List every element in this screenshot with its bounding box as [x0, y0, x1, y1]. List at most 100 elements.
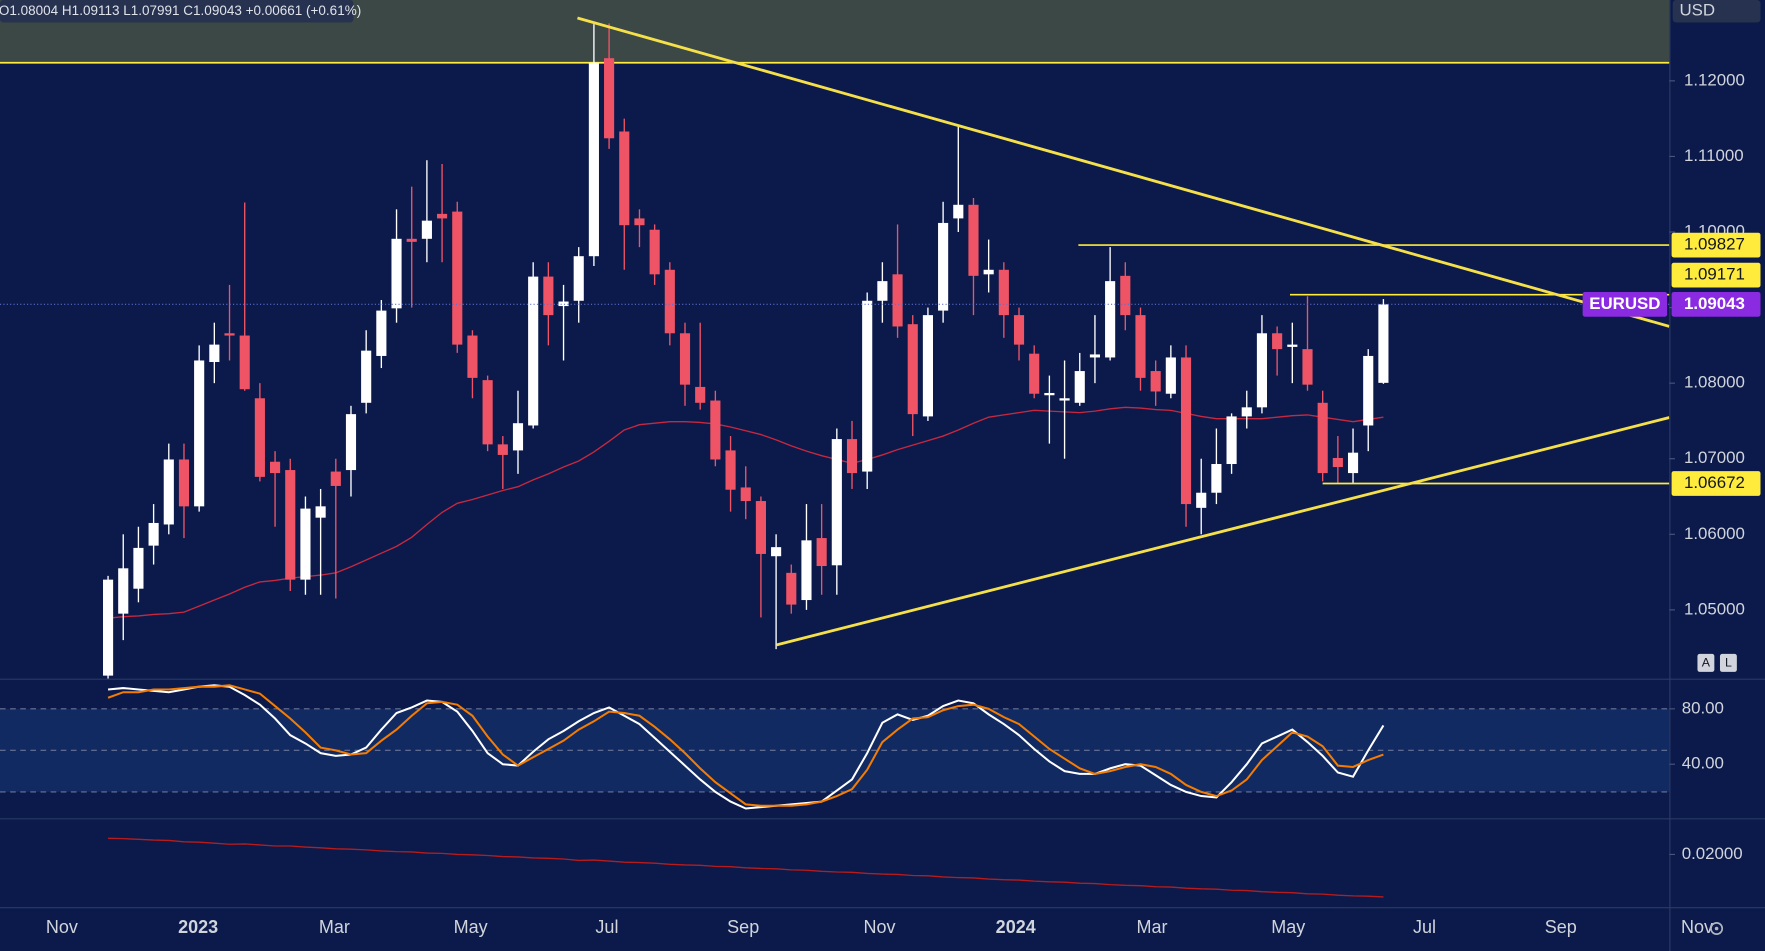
candle-body: [619, 131, 630, 226]
scale-button[interactable]: [1719, 653, 1737, 672]
level-label-box: [1671, 471, 1761, 496]
candle-body: [1120, 275, 1131, 316]
candle-body: [831, 439, 842, 566]
candle-body: [846, 439, 858, 474]
trendlines: [577, 16, 1670, 647]
x-tick-label: Nov: [46, 917, 78, 937]
settings-icon[interactable]: [1710, 922, 1724, 935]
settings-dot[interactable]: [1714, 926, 1719, 931]
candle-body: [558, 301, 569, 307]
candle-body: [133, 547, 144, 589]
candle-body: [224, 333, 235, 336]
candle-body: [664, 269, 675, 334]
x-tick-label: Sep: [1545, 917, 1577, 937]
candle-body: [998, 269, 1009, 316]
x-tick-label: 2024: [996, 917, 1036, 937]
indicator-line: [107, 684, 1384, 807]
scale-button-label[interactable]: L: [1725, 656, 1732, 670]
candle-body: [285, 470, 296, 580]
indicator-line: [108, 837, 1384, 898]
last-price-label: 1.09043: [1684, 294, 1745, 313]
candle-body: [1347, 452, 1359, 474]
candle-body: [634, 218, 645, 226]
level-label: 1.09827: [1684, 235, 1745, 254]
candle-body: [786, 572, 797, 605]
candle-body: [1013, 315, 1025, 345]
candle-body: [1180, 357, 1192, 505]
candle-body: [1272, 333, 1283, 350]
y-tick-label: 1.12000: [1684, 70, 1745, 89]
settings-gear[interactable]: [1710, 922, 1724, 935]
candle-body: [877, 281, 888, 301]
y-tick-label: 0.02000: [1682, 844, 1743, 863]
ohlc-header: O1.08004 H1.09113 L1.07991 C1.09043 +0.0…: [0, 3, 361, 18]
candle-body: [330, 471, 341, 486]
candle-body: [482, 380, 493, 445]
y-tick-label: 1.08000: [1684, 373, 1745, 392]
candle-body: [588, 62, 599, 257]
candle-body: [725, 450, 736, 490]
time-axis: Nov 2023 Mar May Jul Sep Nov 2024 Mar May Jul Sep No…: [46, 917, 1713, 937]
x-tick-label: Jul: [1413, 917, 1436, 937]
x-tick-label: Mar: [1136, 917, 1167, 937]
x-tick-label: Sep: [727, 917, 759, 937]
candle-body: [209, 344, 220, 362]
price-axis: 1.120001.110001.100001.090001.080001.070…: [1582, 70, 1761, 863]
candle-body: [406, 238, 417, 242]
candle-body: [300, 508, 311, 580]
candle-body: [695, 386, 706, 403]
candle-body: [801, 540, 812, 601]
candle-body: [1074, 371, 1085, 403]
candle-body: [376, 310, 387, 356]
y-tick-label: 40.00: [1682, 754, 1724, 773]
candle-body: [892, 274, 903, 327]
candle-body: [1363, 355, 1374, 426]
candle-body: [573, 256, 584, 301]
y-tick-label: 1.06000: [1684, 524, 1745, 543]
candle-body: [1302, 349, 1313, 385]
candle-body: [907, 324, 918, 415]
candle-body: [740, 487, 751, 502]
x-tick-label: May: [1271, 917, 1305, 937]
symbol-label: EURUSD: [1589, 294, 1660, 313]
candle-body: [452, 211, 463, 345]
scale-button-label[interactable]: A: [1702, 656, 1711, 670]
candle-body: [755, 501, 766, 554]
y-tick-label: 1.07000: [1684, 448, 1745, 467]
candle-body: [163, 459, 174, 525]
candle-body: [1150, 371, 1161, 392]
candle-body: [953, 204, 964, 219]
currency[interactable]: USD: [1679, 1, 1715, 20]
scale-button[interactable]: [1697, 653, 1715, 672]
indicator-pane: [108, 837, 1384, 898]
x-tick-label: Mar: [319, 917, 350, 937]
oscillator-pane: [0, 684, 1670, 810]
indicator-line: [107, 684, 1385, 810]
x-tick-label: 2023: [178, 917, 218, 937]
x-tick-label: Nov: [1681, 917, 1713, 937]
candle-body: [968, 204, 979, 276]
y-tick-label: 80.00: [1682, 698, 1724, 717]
candle-body: [1256, 333, 1268, 408]
candle-body: [421, 220, 432, 239]
x-tick-label: Jul: [595, 917, 618, 937]
candle-body: [391, 238, 402, 309]
candle-body: [437, 213, 448, 219]
candle-body: [1287, 344, 1298, 347]
candle-body: [710, 400, 721, 460]
candle-body: [604, 58, 615, 139]
candle-body: [118, 568, 129, 614]
candle-body: [649, 229, 660, 275]
symbol-box: [1582, 291, 1668, 317]
candle-body: [1044, 392, 1055, 396]
candle-body: [1241, 407, 1252, 417]
currency-box[interactable]: [1672, 0, 1761, 23]
x-tick-label: May: [454, 917, 488, 937]
candle-body: [1059, 398, 1070, 401]
candle-body: [1089, 354, 1101, 358]
candle-body: [270, 461, 281, 474]
last-price-box: [1671, 291, 1761, 317]
level-label: 1.09171: [1684, 265, 1745, 284]
trendline: [577, 16, 1670, 328]
candle-body: [862, 300, 873, 472]
